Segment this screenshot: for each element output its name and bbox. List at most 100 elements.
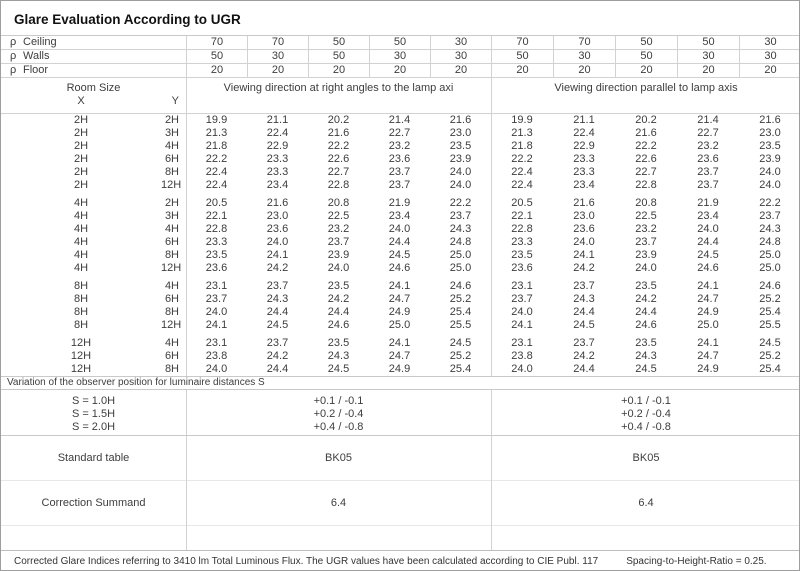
- room-x-cell: 8H: [73, 319, 89, 331]
- rho-value-cell: 20: [491, 64, 553, 77]
- rho-value-cell: 30: [739, 50, 799, 63]
- ugr-value-cell: 22.1: [205, 210, 228, 222]
- ugr-value-cell: 22.9: [266, 140, 289, 152]
- ugr-value-cell: 24.0: [205, 306, 228, 318]
- standard-table-value-section1: BK05: [325, 452, 352, 464]
- ugr-value-cell: 23.7: [388, 166, 411, 178]
- rho-value-cell: 20: [615, 64, 677, 77]
- ugr-value-cell: 21.6: [266, 197, 289, 209]
- ugr-row: 2H 8H 22.4 23.3 22.7 23.7 24.0 22.4 23.3 22.7 23.7…: [1, 166, 799, 179]
- variation-caption: Variation of the observer position for l…: [1, 376, 799, 390]
- footer-text: Corrected Glare Indices referring to 341…: [14, 556, 599, 567]
- ugr-value-cell: 24.5: [697, 249, 719, 261]
- ugr-value-cell: 23.6: [697, 153, 719, 165]
- ugr-value-cell: 24.7: [697, 350, 719, 362]
- ugr-value-cell: 24.3: [635, 350, 657, 362]
- rho-value-cell: 30: [247, 50, 308, 63]
- room-y-cell: 8H: [164, 306, 179, 318]
- rho-value-cell: 70: [491, 36, 553, 49]
- rho-value-cell: 30: [430, 36, 491, 49]
- rho-value-cell: 50: [308, 50, 369, 63]
- ugr-value-cell: 22.4: [266, 127, 289, 139]
- room-size-header: Room Size X Y: [1, 78, 186, 113]
- ugr-value-cell: 20.2: [327, 114, 350, 126]
- s-variation-section1: +0.4 / -0.8: [313, 421, 364, 433]
- ugr-value-cell: 23.0: [266, 210, 289, 222]
- rho-value-cell: 50: [308, 36, 369, 49]
- ugr-value-cell: 24.0: [327, 262, 350, 274]
- ugr-value-cell: 22.1: [511, 210, 533, 222]
- ugr-value-cell: 23.7: [697, 179, 719, 191]
- x-column-header: X: [77, 95, 85, 107]
- ugr-value-cell: 23.7: [205, 293, 228, 305]
- ugr-value-cell: 22.4: [511, 179, 533, 191]
- s-distance-label: S = 2.0H: [71, 421, 116, 433]
- ugr-value-cell: 24.7: [388, 293, 411, 305]
- ugr-value-cell: 23.4: [388, 210, 411, 222]
- rho-value-cell: 30: [677, 50, 739, 63]
- ugr-value-cell: 22.6: [635, 153, 657, 165]
- ugr-value-cell: 24.0: [697, 223, 719, 235]
- ugr-value-cell: 23.5: [327, 280, 350, 292]
- xy-header-row: X Y: [1, 95, 186, 108]
- ugr-value-cell: 23.7: [635, 236, 657, 248]
- ugr-value-cell: 24.2: [635, 293, 657, 305]
- rho-row: ρ Ceiling 70 70 50 50 30 70 70 50 50 30: [1, 36, 799, 50]
- ugr-value-cell: 21.6: [573, 197, 595, 209]
- ugr-value-cell: 24.1: [388, 280, 411, 292]
- room-x-cell: 8H: [73, 306, 89, 318]
- ugr-row: 8H 4H 23.1 23.7 23.5 24.1 24.6 23.1 23.7 23.5 24.1…: [1, 280, 799, 293]
- ugr-value-cell: 21.4: [697, 114, 719, 126]
- ugr-value-cell: 24.5: [449, 337, 472, 349]
- room-y-cell: 4H: [164, 140, 179, 152]
- ugr-value-cell: 25.0: [759, 262, 781, 274]
- ugr-value-cell: 23.9: [327, 249, 350, 261]
- ugr-value-cell: 25.4: [759, 363, 781, 375]
- ugr-value-cell: 24.5: [327, 363, 350, 375]
- ugr-value-cell: 23.8: [205, 350, 228, 362]
- ugr-value-cell: 24.0: [511, 363, 533, 375]
- ugr-value-cell: 24.5: [573, 319, 595, 331]
- ugr-value-cell: 20.5: [511, 197, 533, 209]
- ugr-value-cell: 20.8: [327, 197, 350, 209]
- room-x-cell: 2H: [73, 179, 89, 191]
- ugr-value-cell: 19.9: [511, 114, 533, 126]
- ugr-value-cell: 24.0: [205, 363, 228, 375]
- ugr-value-cell: 24.9: [697, 306, 719, 318]
- ugr-value-cell: 23.7: [388, 179, 411, 191]
- ugr-value-cell: 24.1: [697, 280, 719, 292]
- room-x-cell: 2H: [73, 166, 89, 178]
- room-x-cell: 4H: [73, 249, 89, 261]
- ugr-value-cell: 24.6: [327, 319, 350, 331]
- ugr-value-cell: 23.3: [266, 153, 289, 165]
- standard-table-row: Standard table BK05 BK05: [1, 436, 799, 481]
- room-y-cell: 8H: [164, 249, 179, 261]
- ugr-value-cell: 24.1: [511, 319, 533, 331]
- ugr-row: 2H 4H 21.8 22.9 22.2 23.2 23.5 21.8 22.9 22.2 23.2…: [1, 140, 799, 153]
- ugr-value-cell: 23.3: [266, 166, 289, 178]
- room-x-cell: 8H: [73, 280, 89, 292]
- rho-surface-name: Floor: [23, 64, 49, 76]
- ugr-value-cell: 25.5: [449, 319, 472, 331]
- variation-row: S = 1.5H +0.2 / -0.4 +0.2 / -0.4: [1, 408, 799, 421]
- ugr-value-cell: 22.4: [511, 166, 533, 178]
- ugr-value-cell: 24.3: [759, 223, 781, 235]
- ugr-value-cell: 24.3: [327, 350, 350, 362]
- rho-symbol: ρ: [10, 50, 17, 62]
- ugr-value-cell: 23.7: [573, 280, 595, 292]
- ugr-value-cell: 23.8: [511, 350, 533, 362]
- room-y-cell: 12H: [161, 319, 182, 331]
- ugr-value-cell: 21.1: [266, 114, 289, 126]
- rho-value-cell: 50: [491, 50, 553, 63]
- y-column-header: Y: [171, 95, 179, 107]
- ugr-value-cell: 21.8: [511, 140, 533, 152]
- variation-row: S = 2.0H +0.4 / -0.8 +0.4 / -0.8: [1, 421, 799, 434]
- ugr-value-cell: 22.9: [573, 140, 595, 152]
- ugr-value-cell: 25.4: [759, 306, 781, 318]
- room-x-cell: 4H: [73, 197, 89, 209]
- rho-row-label: ρ Walls: [1, 50, 186, 63]
- ugr-value-cell: 23.1: [511, 280, 533, 292]
- ugr-value-cell: 23.6: [205, 262, 228, 274]
- room-x-cell: 2H: [73, 127, 89, 139]
- rho-value-cell: 20: [247, 64, 308, 77]
